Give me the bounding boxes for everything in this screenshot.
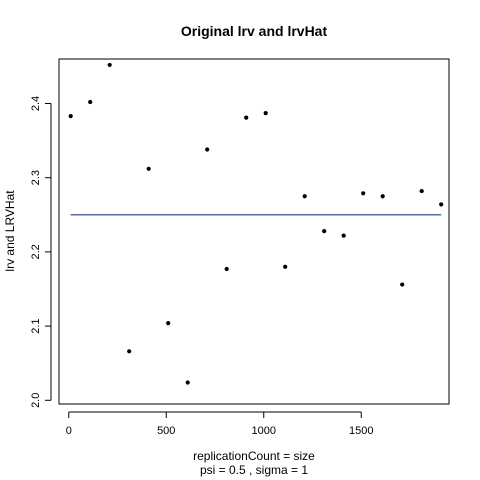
data-point xyxy=(400,282,405,287)
y-tick-label: 2.4 xyxy=(30,96,42,111)
data-point xyxy=(185,380,190,385)
data-point xyxy=(107,62,112,68)
y-tick-label: 2.3 xyxy=(30,170,42,185)
data-point xyxy=(88,99,93,105)
x-tick-label: 1500 xyxy=(349,425,373,437)
plot-frame xyxy=(58,58,450,405)
data-point xyxy=(361,191,366,196)
data-point xyxy=(263,111,268,116)
x-axis: 0 500 1000 1500 xyxy=(66,411,373,437)
y-tick-label: 2.2 xyxy=(30,244,42,259)
data-point xyxy=(166,321,171,326)
y-tick-label: 2.1 xyxy=(30,318,42,333)
y-tick-label: 2.0 xyxy=(30,393,42,408)
data-point xyxy=(146,166,151,171)
y-axis-label: lrv and LRVHat xyxy=(3,190,17,272)
x-tick-label: 500 xyxy=(157,425,175,437)
x-axis-label: replicationCount = size xyxy=(193,449,315,463)
x-tick-label: 0 xyxy=(66,425,72,437)
y-axis: 2.0 2.1 2.2 2.3 2.4 xyxy=(30,96,52,408)
data-point xyxy=(283,264,288,269)
data-point xyxy=(439,202,444,207)
data-point xyxy=(224,266,229,272)
data-point xyxy=(341,233,346,238)
x-tick-label: 1000 xyxy=(252,425,276,437)
data-point xyxy=(68,114,73,119)
data-point xyxy=(127,349,132,354)
chart-title: Original lrv and lrvHat xyxy=(181,23,328,39)
data-point xyxy=(322,229,327,234)
series-layer xyxy=(68,62,444,385)
data-point xyxy=(205,147,210,152)
data-point xyxy=(380,194,385,199)
x-axis-sublabel: psi = 0.5 , sigma = 1 xyxy=(200,463,308,477)
data-point xyxy=(302,194,307,199)
data-point xyxy=(419,188,424,194)
data-point xyxy=(244,115,249,120)
